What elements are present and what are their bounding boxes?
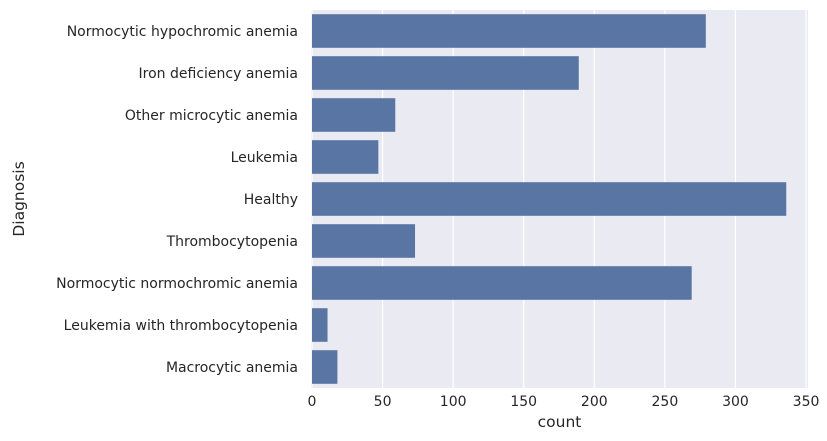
bar [312, 56, 579, 90]
x-tick-label: 50 [374, 394, 392, 410]
y-tick-labels: Normocytic hypochromic anemia Iron defici… [56, 24, 298, 376]
x-tick-label: 100 [440, 394, 467, 410]
x-tick-label: 0 [308, 394, 317, 410]
bar [312, 224, 416, 258]
y-tick-label: Leukemia [231, 150, 298, 166]
y-tick-label: Healthy [244, 192, 298, 208]
bars [312, 14, 787, 384]
bar [312, 98, 396, 132]
y-tick-label: Macrocytic anemia [166, 360, 298, 376]
bar [312, 182, 787, 216]
y-tick-label: Thrombocytopenia [166, 234, 298, 250]
bar [312, 266, 692, 300]
bar [312, 14, 706, 48]
x-tick-label: 200 [581, 394, 608, 410]
x-tick-label: 300 [722, 394, 749, 410]
y-tick-label: Other microcytic anemia [125, 108, 298, 124]
y-tick-label: Normocytic normochromic anemia [56, 276, 298, 292]
x-tick-label: 250 [652, 394, 679, 410]
bar [312, 308, 328, 342]
y-tick-label: Leukemia with thrombocytopenia [64, 318, 298, 334]
y-axis-label: Diagnosis [10, 161, 28, 236]
x-tick-labels: 0 50 100 150 200 250 300 350 [308, 394, 820, 410]
x-tick-label: 150 [510, 394, 537, 410]
x-axis-label: count [538, 413, 582, 431]
bar [312, 350, 338, 384]
y-tick-label: Iron deficiency anemia [139, 66, 298, 82]
y-tick-label: Normocytic hypochromic anemia [67, 24, 298, 40]
bar [312, 140, 379, 174]
x-tick-label: 350 [793, 394, 820, 410]
